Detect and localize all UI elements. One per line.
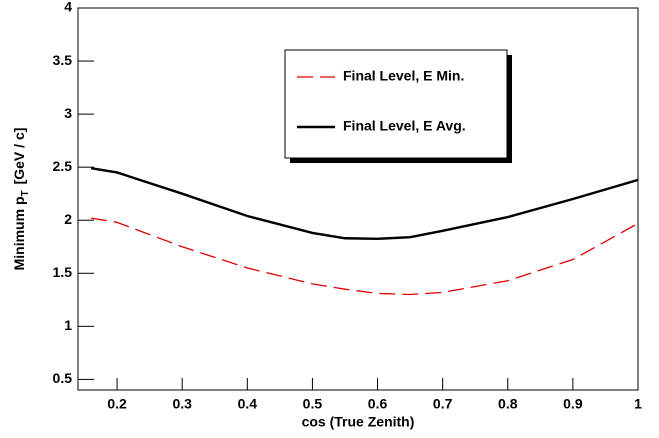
series-line — [90, 217, 639, 296]
x-tick-label: 0.4 — [238, 396, 258, 412]
series-line — [90, 167, 639, 240]
y-tick-label: 4 — [64, 0, 72, 15]
y-label-main: Minimum p — [11, 197, 27, 271]
x-tick-label: 1 — [634, 396, 642, 412]
y-tick-label: 3.5 — [53, 52, 73, 68]
x-tick-label: 0.7 — [433, 396, 453, 412]
x-tick-label: 0.9 — [563, 396, 583, 412]
x-tick-label: 0.3 — [172, 396, 192, 412]
x-tick-label: 0.5 — [303, 396, 323, 412]
x-axis-label: cos (True Zenith) — [302, 414, 415, 430]
y-tick-label: 2 — [64, 211, 72, 227]
legend-box — [284, 49, 508, 159]
y-axis-label: Minimum pT [GeV / c] — [11, 128, 31, 271]
y-tick-label: 1.5 — [53, 264, 73, 280]
x-tick-label: 0.6 — [368, 396, 388, 412]
x-tick-label: 0.2 — [107, 396, 127, 412]
y-tick-label: 1 — [64, 317, 72, 333]
y-tick-label: 2.5 — [53, 158, 73, 174]
y-label-unit: [GeV / c] — [11, 128, 27, 185]
y-tick-label: 0.5 — [53, 370, 73, 386]
plot-frame — [77, 7, 639, 391]
y-tick-label: 3 — [64, 105, 72, 121]
x-tick-label: 0.8 — [498, 396, 518, 412]
legend-label: Final Level, E Avg. — [343, 118, 466, 134]
legend-label: Final Level, E Min. — [343, 68, 464, 84]
y-label-sub: T — [20, 190, 31, 196]
